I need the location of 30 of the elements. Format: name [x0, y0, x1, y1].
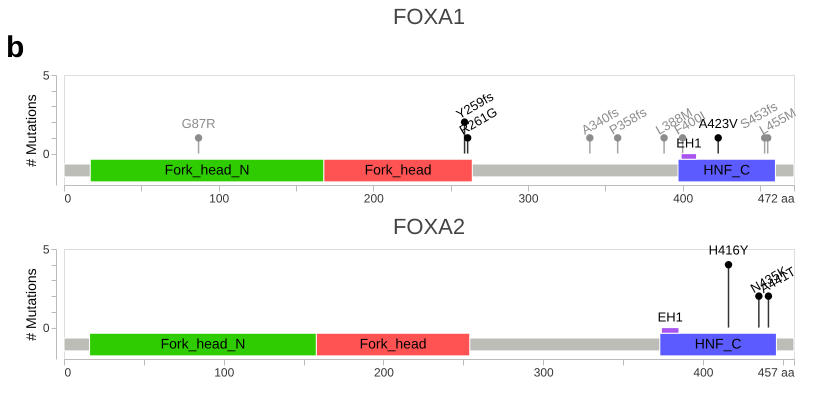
annotation: G87R: [182, 116, 216, 131]
y-axis-title: # Mutations: [22, 94, 39, 167]
y-tick-label: 5: [42, 242, 50, 256]
x-tick-label: 300: [534, 366, 554, 380]
x-tick-label: 200: [374, 366, 394, 380]
x-tick-label: 0: [64, 192, 72, 206]
y-tick-label: 5: [42, 68, 50, 82]
x-tick-label: 100: [209, 192, 230, 206]
x-tick-label: 100: [214, 366, 235, 380]
x-tick-label: 300: [518, 192, 539, 206]
x-tick-label: 472 aa: [758, 192, 795, 206]
x-tick-label: 200: [364, 192, 384, 206]
chart-title: FOXA2: [392, 214, 466, 239]
chart-title: FOXA1: [392, 4, 466, 29]
band-label: EH1: [658, 310, 683, 325]
x-tick-label: 400: [673, 192, 694, 206]
band-label: Fork_head_N: [160, 336, 246, 352]
band-label: Fork_head_N: [164, 162, 250, 178]
text: b: [6, 31, 24, 64]
y-tick-label: 0: [42, 321, 50, 336]
x-tick-label: 400: [693, 366, 714, 380]
x-tick-label: 457 aa: [758, 366, 795, 380]
band-label: Fork_head: [360, 336, 427, 352]
y-tick-label: 0: [42, 147, 50, 162]
annotation: H416Y: [708, 242, 749, 258]
x-tick-label: 0: [64, 366, 72, 380]
band-label: Fork_head: [364, 162, 432, 178]
band-label: HNF_C: [694, 336, 742, 352]
band-label: HNF_C: [703, 162, 750, 178]
y-axis-title: # Mutations: [22, 268, 39, 341]
